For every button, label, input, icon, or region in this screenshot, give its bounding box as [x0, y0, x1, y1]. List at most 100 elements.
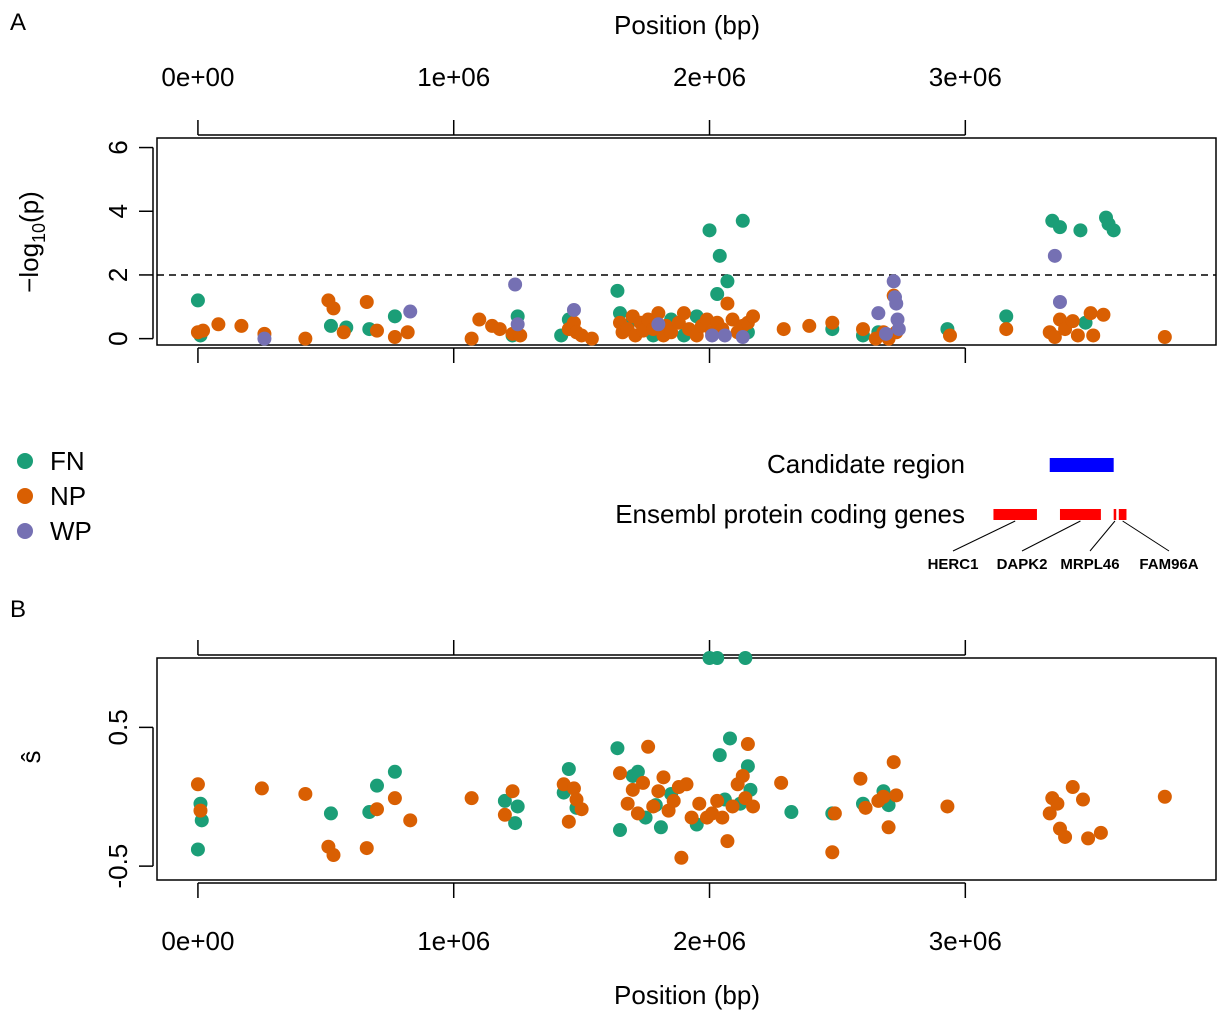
y-tick-label: 0.5	[103, 709, 133, 745]
plot-frame	[156, 137, 1217, 346]
data-point-fn	[610, 283, 625, 298]
data-point-fn	[369, 778, 384, 793]
data-point-np	[497, 807, 512, 822]
gene-leader-line	[1122, 520, 1170, 552]
series-wp	[257, 248, 1067, 346]
gene-label-mrpl46: MRPL46	[1060, 556, 1119, 573]
data-point-np	[359, 841, 374, 856]
gene-bar-fam96a	[1118, 509, 1127, 520]
data-point-np	[326, 848, 341, 863]
data-point-wp	[871, 306, 886, 321]
data-point-np	[1096, 307, 1111, 322]
data-point-np	[472, 312, 487, 327]
data-point-np	[641, 739, 656, 754]
data-point-np	[676, 306, 691, 321]
gene-leader-line	[952, 520, 1016, 552]
data-point-wp	[508, 277, 523, 292]
data-point-fn	[710, 651, 725, 665]
data-point-wp	[717, 328, 732, 343]
series-np	[190, 737, 1172, 865]
data-point-np	[387, 330, 402, 345]
y-tick-label: 4	[103, 204, 133, 218]
data-point-np	[746, 799, 761, 814]
data-point-fn	[190, 842, 205, 857]
data-point-np	[561, 814, 576, 829]
data-point-np	[825, 315, 840, 330]
data-point-np	[1086, 328, 1101, 343]
data-point-np	[876, 789, 891, 804]
data-point-np	[684, 810, 699, 825]
data-point-np	[1050, 796, 1065, 811]
bottom-x-axis: 0e+00 1e+06 2e+06 3e+06	[161, 882, 1002, 956]
top-x-axis-title: Position (bp)	[614, 10, 760, 40]
data-point-np	[1157, 789, 1172, 804]
genes-track-label: Ensembl protein coding genes	[615, 499, 965, 529]
tracks-marks: HERC1 DAPK2 MRPL46 FAM96A	[928, 458, 1199, 573]
data-point-np	[999, 322, 1014, 337]
gene-leader-line	[1089, 520, 1116, 552]
data-point-np	[1157, 330, 1172, 345]
bottom-x-tick-label: 0e+00	[161, 926, 234, 956]
bottom-x-axis	[197, 347, 967, 363]
data-point-np	[679, 777, 694, 792]
data-point-wp	[879, 326, 894, 341]
data-point-np	[942, 328, 957, 343]
data-point-wp	[651, 317, 666, 332]
svg-text:−log10(p): −log10(p)	[14, 191, 49, 293]
data-point-wp	[257, 331, 272, 346]
data-point-wp	[510, 317, 525, 332]
data-point-fn	[999, 309, 1014, 324]
data-point-np	[1065, 314, 1080, 329]
gene-bar-herc1	[993, 509, 1037, 520]
data-point-np	[400, 325, 415, 340]
data-point-wp	[889, 296, 904, 311]
data-point-np	[1075, 792, 1090, 807]
data-point-fn	[561, 762, 576, 776]
data-point-np	[692, 796, 707, 811]
data-point-np	[664, 325, 679, 340]
data-point-np	[625, 782, 640, 797]
data-point-fn	[387, 309, 402, 324]
data-point-np	[646, 799, 661, 814]
data-point-np	[298, 331, 313, 346]
data-point-fn	[497, 793, 512, 808]
panel-a-label: A	[10, 9, 26, 36]
data-point-np	[1081, 831, 1096, 846]
data-point-np	[666, 793, 681, 808]
legend-marker-wp	[17, 523, 33, 539]
data-point-np	[612, 766, 627, 781]
data-point-np	[725, 312, 740, 327]
data-point-np	[1058, 829, 1073, 844]
data-point-wp	[403, 304, 418, 319]
panel-b-plot: -0.5 0.5 0e+00 1e+06 2e+06 3e+06	[103, 640, 1217, 956]
data-point-np	[1083, 306, 1098, 321]
gene-label-dapk2: DAPK2	[997, 556, 1048, 573]
panel-a-plot: 0 2 4 6 0e+00 1e+06 2e+06 3e+06	[103, 62, 1217, 363]
data-point-np	[403, 813, 418, 828]
data-point-fn	[508, 816, 523, 831]
series-fn	[190, 651, 896, 857]
data-point-np	[636, 775, 651, 790]
data-point-wp	[1047, 248, 1062, 263]
data-point-np	[735, 768, 750, 783]
data-point-np	[802, 318, 817, 333]
data-point-np	[196, 323, 211, 338]
data-point-np	[725, 799, 740, 814]
data-point-fn	[1073, 223, 1088, 238]
data-point-fn	[720, 274, 735, 289]
gene-bar-mrpl46	[1113, 509, 1117, 520]
bottom-x-tick-label: 2e+06	[673, 926, 746, 956]
legend-marker-np	[17, 488, 33, 504]
data-point-fn	[712, 748, 727, 763]
data-point-fn	[630, 764, 645, 779]
y-axis: 0 2 4 6	[103, 140, 154, 346]
data-point-np	[620, 796, 635, 811]
data-point-np	[656, 770, 671, 785]
data-point-np	[889, 788, 904, 803]
gene-bar-dapk2	[1059, 509, 1101, 520]
data-point-wp	[886, 274, 901, 289]
data-point-np	[387, 791, 402, 806]
gene-label-fam96a: FAM96A	[1139, 556, 1198, 573]
data-point-fn	[653, 820, 668, 835]
